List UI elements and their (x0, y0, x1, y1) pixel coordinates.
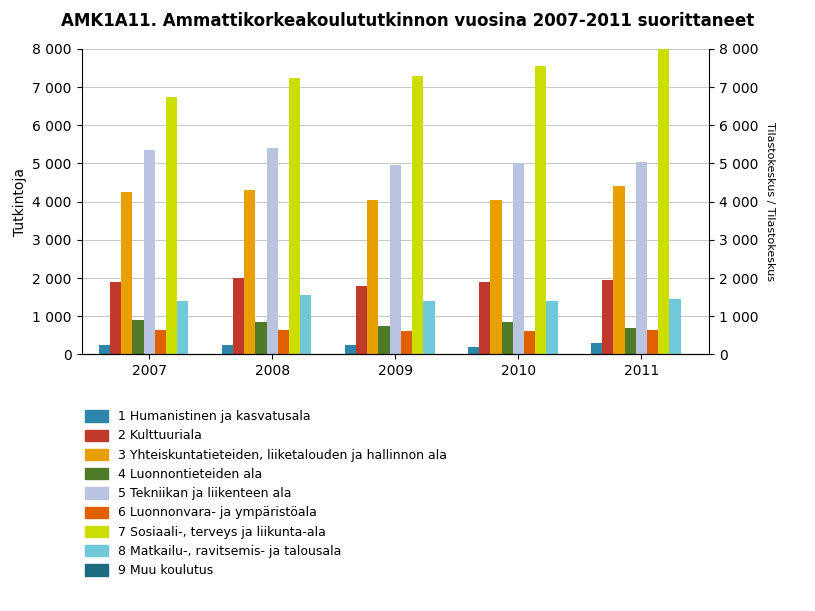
Bar (177, 301, 188, 354)
Bar (647, 329, 659, 354)
Bar (99, 345, 110, 354)
Bar (491, 200, 501, 354)
Bar (412, 76, 423, 354)
Bar (602, 280, 614, 354)
Bar (636, 161, 647, 354)
Bar (368, 200, 378, 354)
Bar (468, 347, 479, 354)
Bar (501, 322, 513, 354)
Bar (591, 343, 602, 354)
Bar (244, 190, 255, 354)
Bar (513, 163, 524, 354)
Bar (121, 192, 132, 354)
Bar (132, 320, 143, 354)
Bar (479, 282, 491, 354)
Bar (166, 97, 177, 354)
Bar (535, 66, 546, 354)
Y-axis label: Tilastokeskus / Tilastokeskus: Tilastokeskus / Tilastokeskus (765, 122, 775, 281)
Bar (155, 329, 166, 354)
Y-axis label: Tutkintoja: Tutkintoja (13, 167, 27, 236)
Bar (222, 345, 233, 354)
Bar (300, 295, 311, 354)
Bar (423, 301, 434, 354)
Bar (624, 327, 636, 354)
Bar (356, 285, 368, 354)
Bar (614, 186, 624, 354)
Bar (255, 322, 267, 354)
Bar (143, 150, 155, 354)
Legend: 1 Humanistinen ja kasvatusala, 2 Kulttuuriala, 3 Yhteiskuntatieteiden, liiketalo: 1 Humanistinen ja kasvatusala, 2 Kulttuu… (82, 406, 451, 581)
Bar (233, 278, 244, 354)
Bar (390, 166, 401, 354)
Bar (546, 301, 557, 354)
Bar (659, 49, 669, 354)
Bar (524, 331, 535, 354)
Bar (345, 345, 356, 354)
Bar (267, 148, 278, 354)
Bar (669, 299, 681, 354)
Bar (401, 331, 412, 354)
Bar (289, 78, 300, 354)
Bar (278, 329, 289, 354)
Bar (378, 326, 390, 354)
Bar (110, 282, 121, 354)
Text: AMK1A11. Ammattikorkeakoulututkinnon vuosina 2007-2011 suorittaneet: AMK1A11. Ammattikorkeakoulututkinnon vuo… (61, 12, 754, 30)
